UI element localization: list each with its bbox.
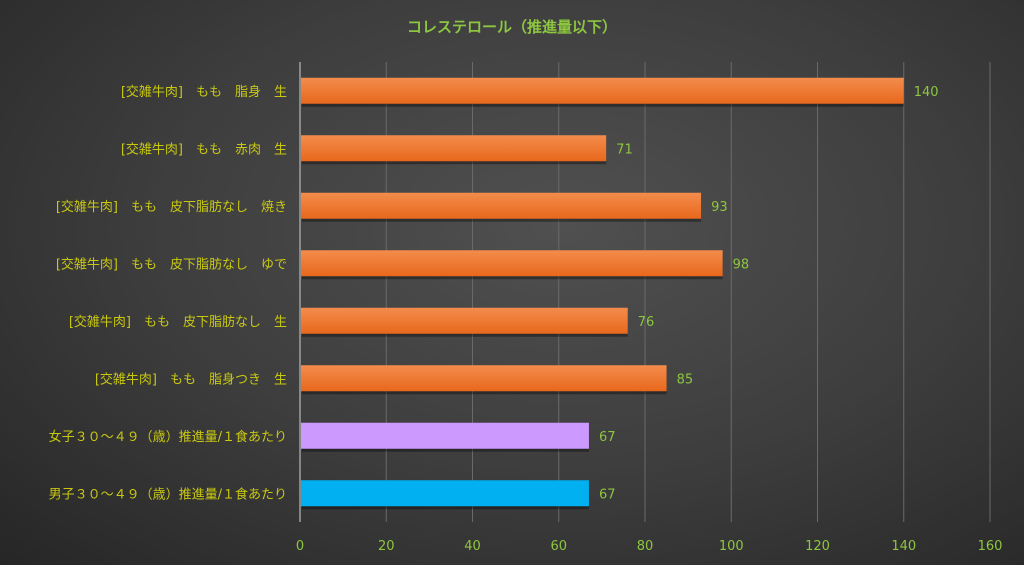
x-tick-label: 120 — [805, 539, 830, 554]
category-label: [交雑牛肉] もも 脂身 生 — [121, 84, 287, 100]
category-label: 女子３０～４９（歳）推進量/１食あたり — [49, 429, 287, 445]
category-label: [交雑牛肉] もも 赤肉 生 — [121, 141, 287, 157]
bar — [301, 480, 589, 507]
bar — [301, 422, 589, 449]
bar — [301, 365, 667, 392]
x-tick-label: 160 — [978, 539, 1003, 554]
chart-title: コレステロール（推進量以下） — [407, 18, 617, 36]
data-label: 67 — [599, 430, 616, 445]
data-label: 98 — [733, 257, 750, 272]
x-tick-label: 0 — [296, 539, 304, 554]
x-tick-label: 40 — [464, 539, 481, 554]
bar — [301, 307, 628, 334]
bar — [301, 250, 723, 277]
bar — [301, 77, 904, 104]
category-label: [交雑牛肉] もも 皮下脂肪なし 生 — [69, 314, 287, 330]
x-tick-label: 80 — [637, 539, 654, 554]
category-label: [交雑牛肉] もも 脂身つき 生 — [95, 371, 287, 387]
bar — [301, 192, 702, 219]
bar — [301, 135, 607, 162]
category-label: [交雑牛肉] もも 皮下脂肪なし 焼き — [56, 199, 287, 215]
x-tick-label: 60 — [550, 539, 567, 554]
data-label: 85 — [677, 372, 694, 387]
data-label: 67 — [599, 487, 616, 502]
data-label: 76 — [638, 315, 655, 330]
x-tick-label: 140 — [891, 539, 916, 554]
x-tick-label: 100 — [719, 539, 744, 554]
data-label: 71 — [616, 142, 633, 157]
category-label: 男子３０～４９（歳）推進量/１食あたり — [49, 486, 287, 502]
data-label: 93 — [711, 200, 728, 215]
data-label: 140 — [914, 85, 939, 100]
x-tick-label: 20 — [378, 539, 395, 554]
category-label: [交雑牛肉] もも 皮下脂肪なし ゆで — [56, 256, 287, 272]
